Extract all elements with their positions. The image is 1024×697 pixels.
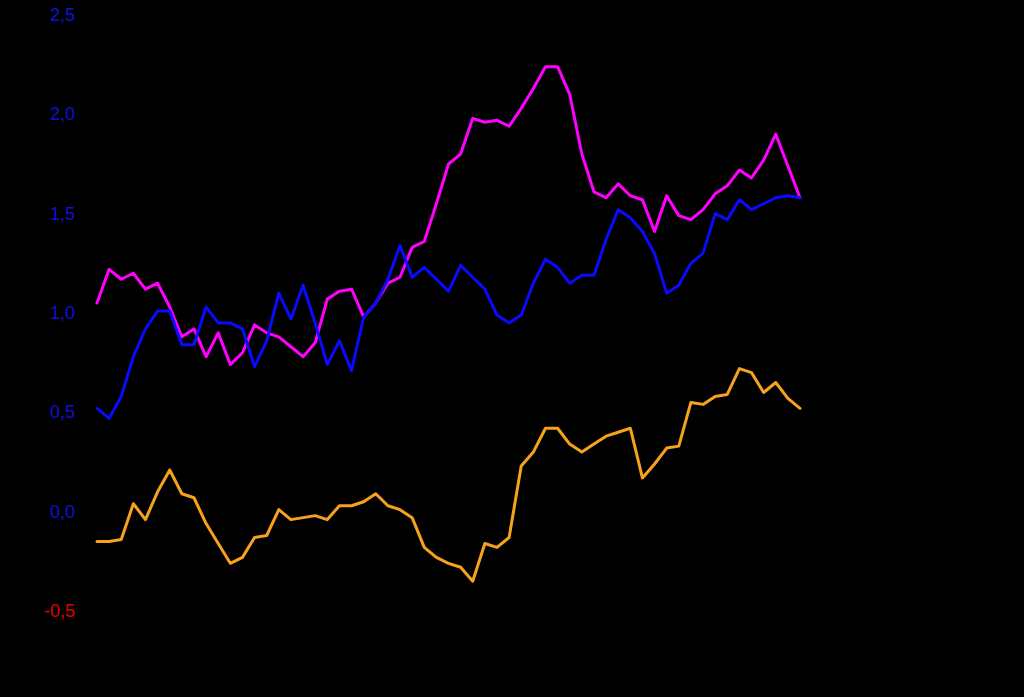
page: {"chart_data": {"type": "line", "categor… (0, 0, 1024, 697)
y-tick-label: 0,0 (50, 502, 75, 522)
y-tick-label: 2,0 (50, 104, 75, 124)
series-line (97, 196, 800, 419)
y-tick-label: 0,5 (50, 402, 75, 422)
y-tick-label: 2,5 (50, 5, 75, 25)
chart: -0,5 0,0 0,5 1,0 1,5 2,0 2,5 (0, 0, 1024, 697)
y-tick-label: 1,5 (50, 204, 75, 224)
series-line (97, 369, 800, 582)
plot-area (97, 67, 800, 582)
y-axis: -0,5 0,0 0,5 1,0 1,5 2,0 2,5 (44, 5, 75, 621)
y-tick-label: 1,0 (50, 303, 75, 323)
background (0, 0, 1024, 697)
y-tick-label: -0,5 (44, 601, 75, 621)
